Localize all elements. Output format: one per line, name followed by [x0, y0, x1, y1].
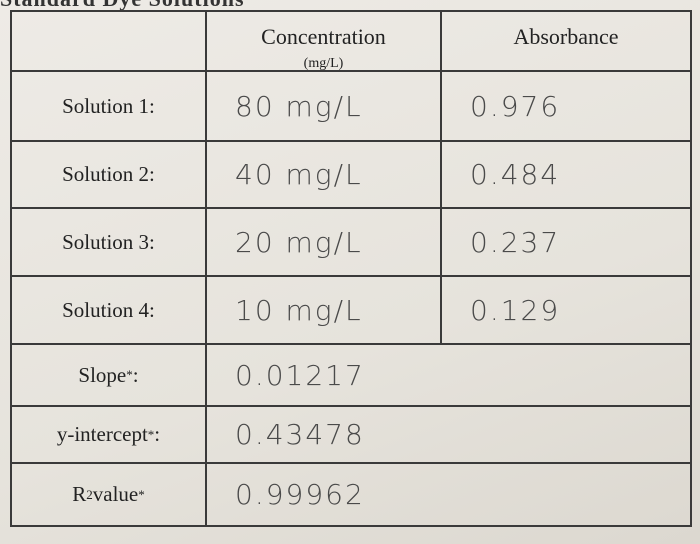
handwritten-value: 0.237: [440, 207, 692, 277]
handwritten-value: 0.129: [440, 275, 692, 345]
header-cell: [10, 10, 207, 72]
footnote-mark: 2: [86, 486, 93, 502]
row-label: y-intercept *:: [10, 405, 207, 464]
row-label: Solution 2:: [10, 140, 207, 209]
handwritten-value: 20 mg/L: [205, 207, 442, 277]
column-title: Absorbance: [513, 24, 619, 49]
column-title: Concentration: [261, 24, 386, 49]
label-text: Slope: [78, 362, 127, 387]
handwritten-value: 0.976: [440, 70, 692, 142]
handwritten-value: 0.484: [440, 140, 692, 209]
label-text: value: [92, 482, 139, 506]
handwritten-value: 0.01217: [205, 343, 692, 407]
header-cell: Absorbance: [440, 10, 692, 72]
label-text: Solution 4:: [62, 297, 155, 322]
label-text: :: [132, 362, 139, 387]
page-title: Standard Dye Solutions: [0, 0, 245, 12]
label-text: Solution 3:: [62, 229, 155, 254]
header-cell: Concentration (mg/L): [205, 10, 442, 72]
handwritten-value: 40 mg/L: [205, 140, 442, 209]
column-unit: (mg/L): [303, 56, 344, 71]
row-label: Solution 1:: [10, 70, 207, 142]
label-text: Solution 1:: [62, 93, 155, 118]
handwritten-value: 0.43478: [205, 405, 692, 464]
label-text: R: [72, 482, 87, 506]
handwritten-value: 0.99962: [205, 462, 692, 527]
footnote-mark: *: [138, 486, 145, 502]
label-text: :: [154, 422, 161, 446]
label-text: y-intercept: [56, 422, 148, 446]
row-label: Slope *:: [10, 343, 207, 407]
handwritten-value: 10 mg/L: [205, 275, 442, 345]
footnote-mark: *: [147, 426, 155, 442]
handwritten-value: 80 mg/L: [205, 70, 442, 142]
label-text: Solution 2:: [62, 162, 155, 186]
row-label: Solution 4:: [10, 275, 207, 345]
row-label: Solution 3:: [10, 207, 207, 277]
footnote-mark: *: [126, 367, 133, 382]
